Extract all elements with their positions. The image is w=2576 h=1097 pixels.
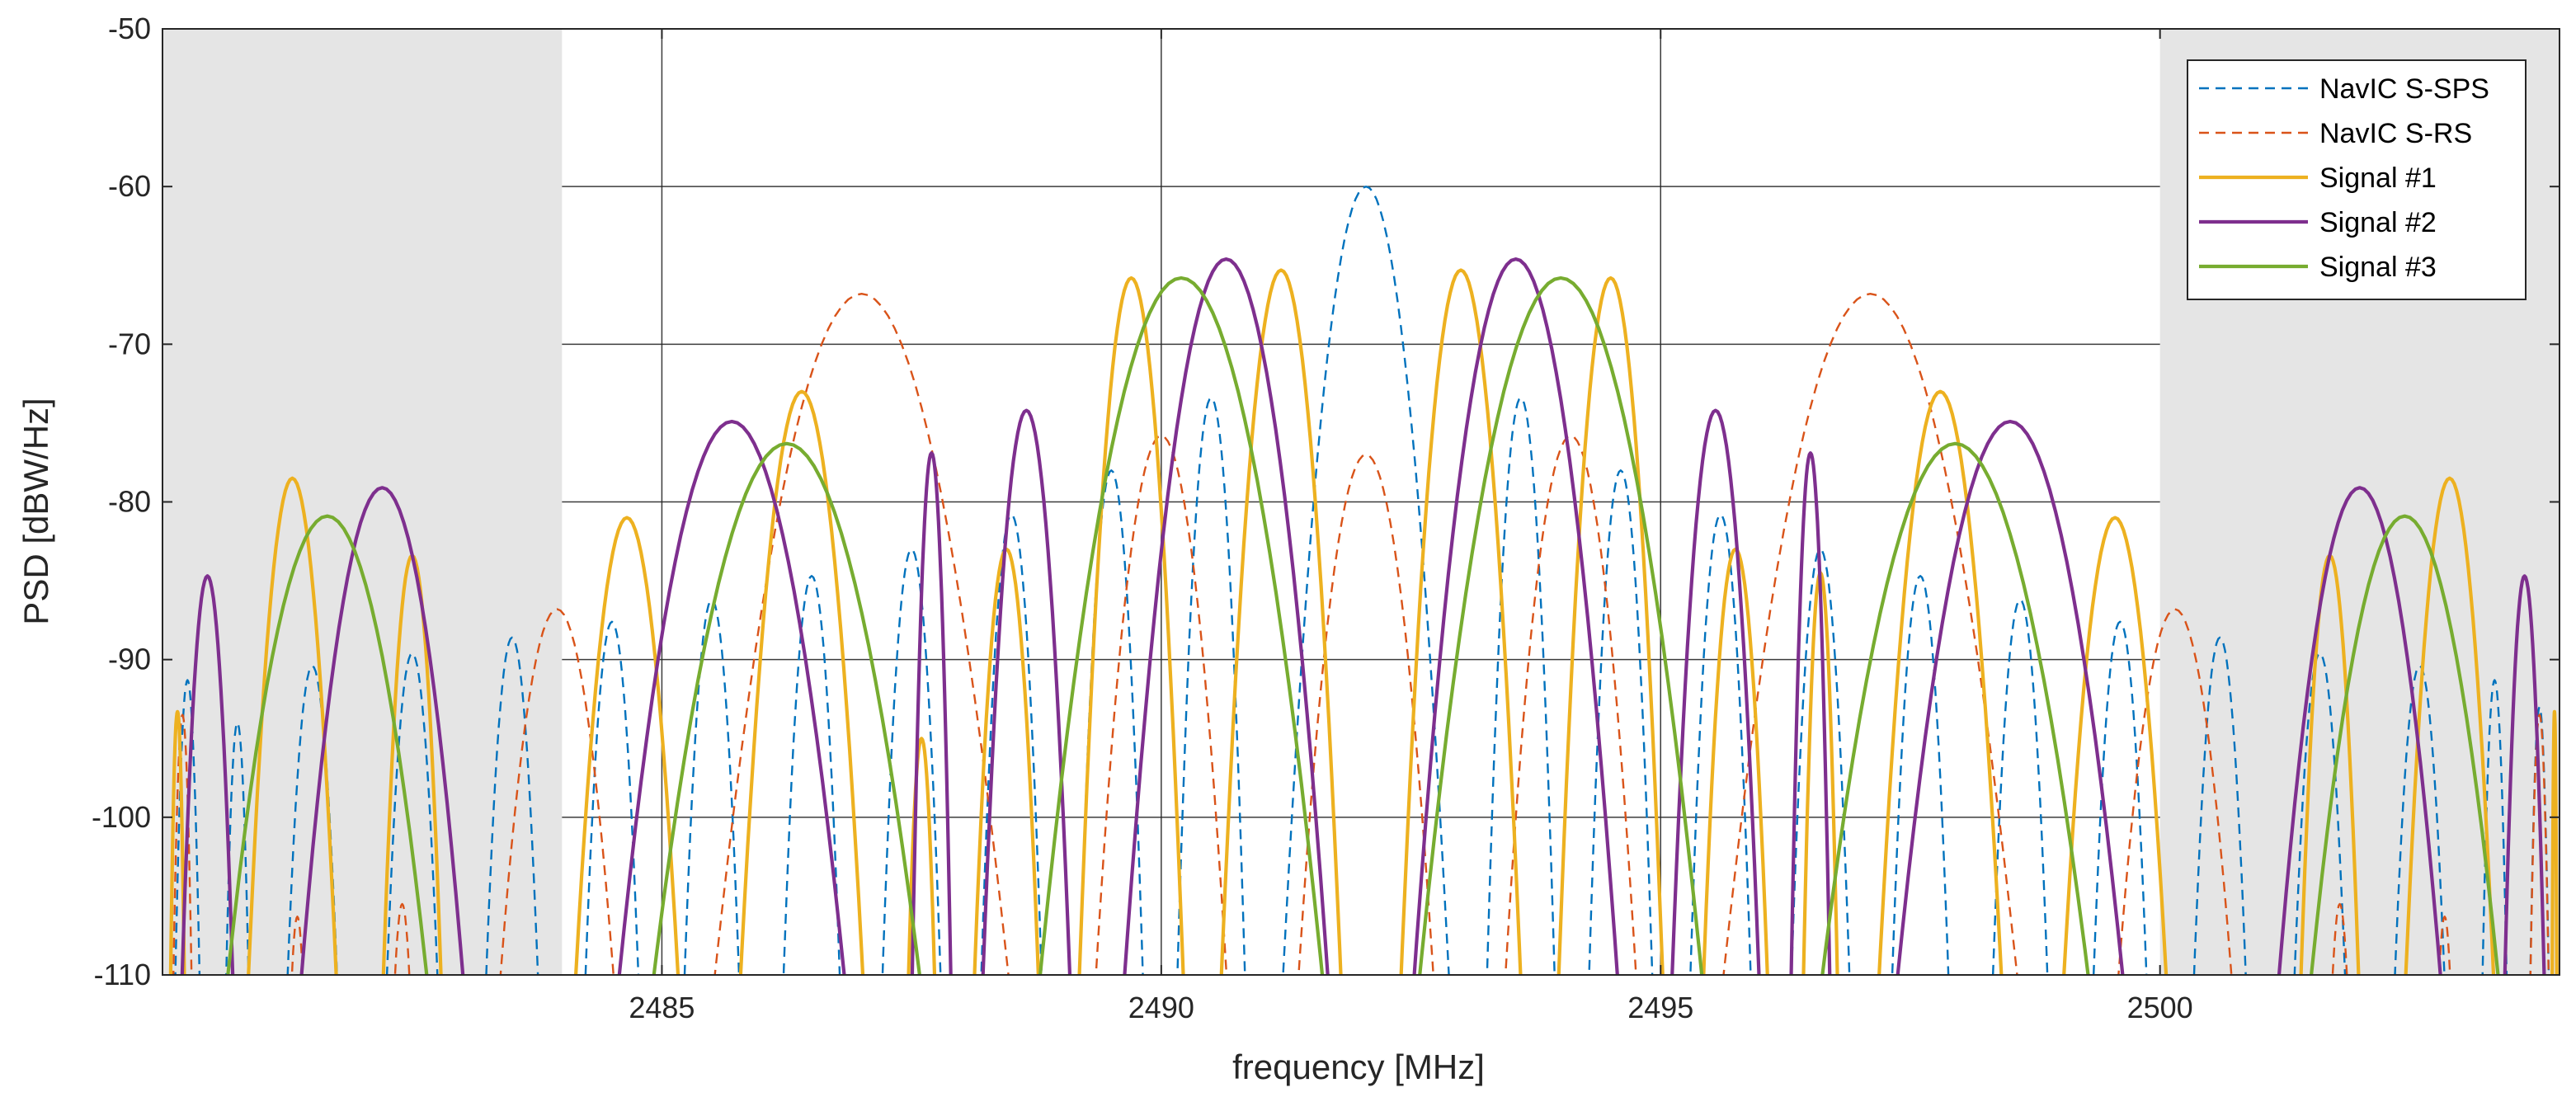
- y-tick-label: -50: [108, 12, 151, 45]
- lobe: [617, 419, 846, 975]
- legend: NavIC S-SPS NavIC S-RS Signal #1 Signal #2 S…: [2187, 59, 2527, 300]
- lobe: [1896, 419, 2125, 975]
- lobe: [1588, 469, 1654, 975]
- lobe: [2092, 620, 2148, 975]
- lobe: [1399, 268, 1523, 975]
- series-signal-3: [226, 275, 2500, 975]
- lobe: [247, 476, 338, 975]
- legend-label: NavIC S-RS: [2319, 118, 2472, 149]
- lobe: [2310, 514, 2500, 975]
- legend-label: Signal #3: [2319, 252, 2437, 283]
- lobe: [1820, 441, 2090, 975]
- legend-label: Signal #1: [2319, 162, 2437, 194]
- series-navic-s-rs: [172, 293, 2550, 975]
- lobe: [1077, 275, 1185, 975]
- y-tick-label: -90: [108, 643, 151, 676]
- lobe: [2438, 916, 2451, 975]
- lobe: [393, 902, 411, 975]
- lobe: [1670, 408, 1761, 975]
- lobe: [2404, 476, 2496, 975]
- legend-label: NavIC S-SPS: [2319, 73, 2489, 105]
- series-navic-s-sps: [174, 186, 2550, 975]
- lobe: [738, 389, 865, 975]
- lobe: [174, 679, 201, 975]
- lobe: [1412, 257, 1619, 975]
- lobe: [1176, 397, 1246, 975]
- lobe: [299, 486, 465, 975]
- lobe: [2277, 486, 2442, 975]
- lobe: [652, 441, 921, 975]
- lobe: [2550, 709, 2559, 975]
- lobe: [172, 713, 193, 975]
- x-tick-label: 2500: [2127, 991, 2193, 1024]
- lobe: [2503, 574, 2546, 975]
- lobe: [1219, 268, 1343, 975]
- lobe: [1789, 451, 1832, 975]
- lobe: [1038, 275, 1325, 975]
- series-signal-2: [180, 257, 2546, 975]
- lobe: [2481, 679, 2508, 975]
- lobe: [290, 916, 304, 975]
- lobe: [1722, 293, 2018, 975]
- y-tick-label: -80: [108, 485, 151, 519]
- y-tick-label: -60: [108, 169, 151, 203]
- y-tick-label: -110: [94, 958, 151, 991]
- lobe: [910, 451, 953, 975]
- lobe: [485, 636, 539, 975]
- lobe: [2331, 902, 2348, 975]
- x-tick-label: 2495: [1627, 991, 1693, 1024]
- lobe: [1078, 469, 1144, 975]
- series-curves: [168, 186, 2559, 975]
- lobe: [1556, 275, 1665, 975]
- lobe: [226, 514, 429, 975]
- lobe: [1891, 575, 1950, 975]
- lobe: [584, 620, 640, 975]
- lobe: [1418, 275, 1704, 975]
- lobe: [2529, 713, 2550, 975]
- lobe: [907, 737, 937, 975]
- lobe: [981, 408, 1072, 975]
- y-tick-label: -100: [92, 800, 151, 834]
- lobe: [573, 516, 680, 975]
- lobe: [2062, 516, 2169, 975]
- lobe: [782, 575, 841, 975]
- y-axis-label: PSD [dBW/Hz]: [16, 398, 55, 624]
- lobe: [1486, 397, 1556, 975]
- lobe: [1877, 389, 2004, 975]
- lobe: [713, 293, 1010, 975]
- lobe: [1123, 257, 1330, 975]
- legend-label: Signal #2: [2319, 207, 2437, 238]
- legend-box: [2187, 59, 2527, 300]
- lobe: [1282, 186, 1450, 975]
- lobe: [2192, 636, 2247, 975]
- y-tick-label: -70: [108, 327, 151, 360]
- x-axis-label: frequency [MHz]: [1232, 1048, 1485, 1086]
- shaded-region-1: [162, 29, 563, 975]
- lobe: [499, 608, 615, 975]
- lobe: [180, 574, 235, 975]
- axes: -110 -100 -90 -80 -70 -60 -50 2485 2490 2495 2500: [92, 12, 2560, 1024]
- x-tick-label: 2490: [1128, 991, 1194, 1024]
- lobe: [168, 709, 186, 975]
- x-tick-label: 2485: [629, 991, 695, 1024]
